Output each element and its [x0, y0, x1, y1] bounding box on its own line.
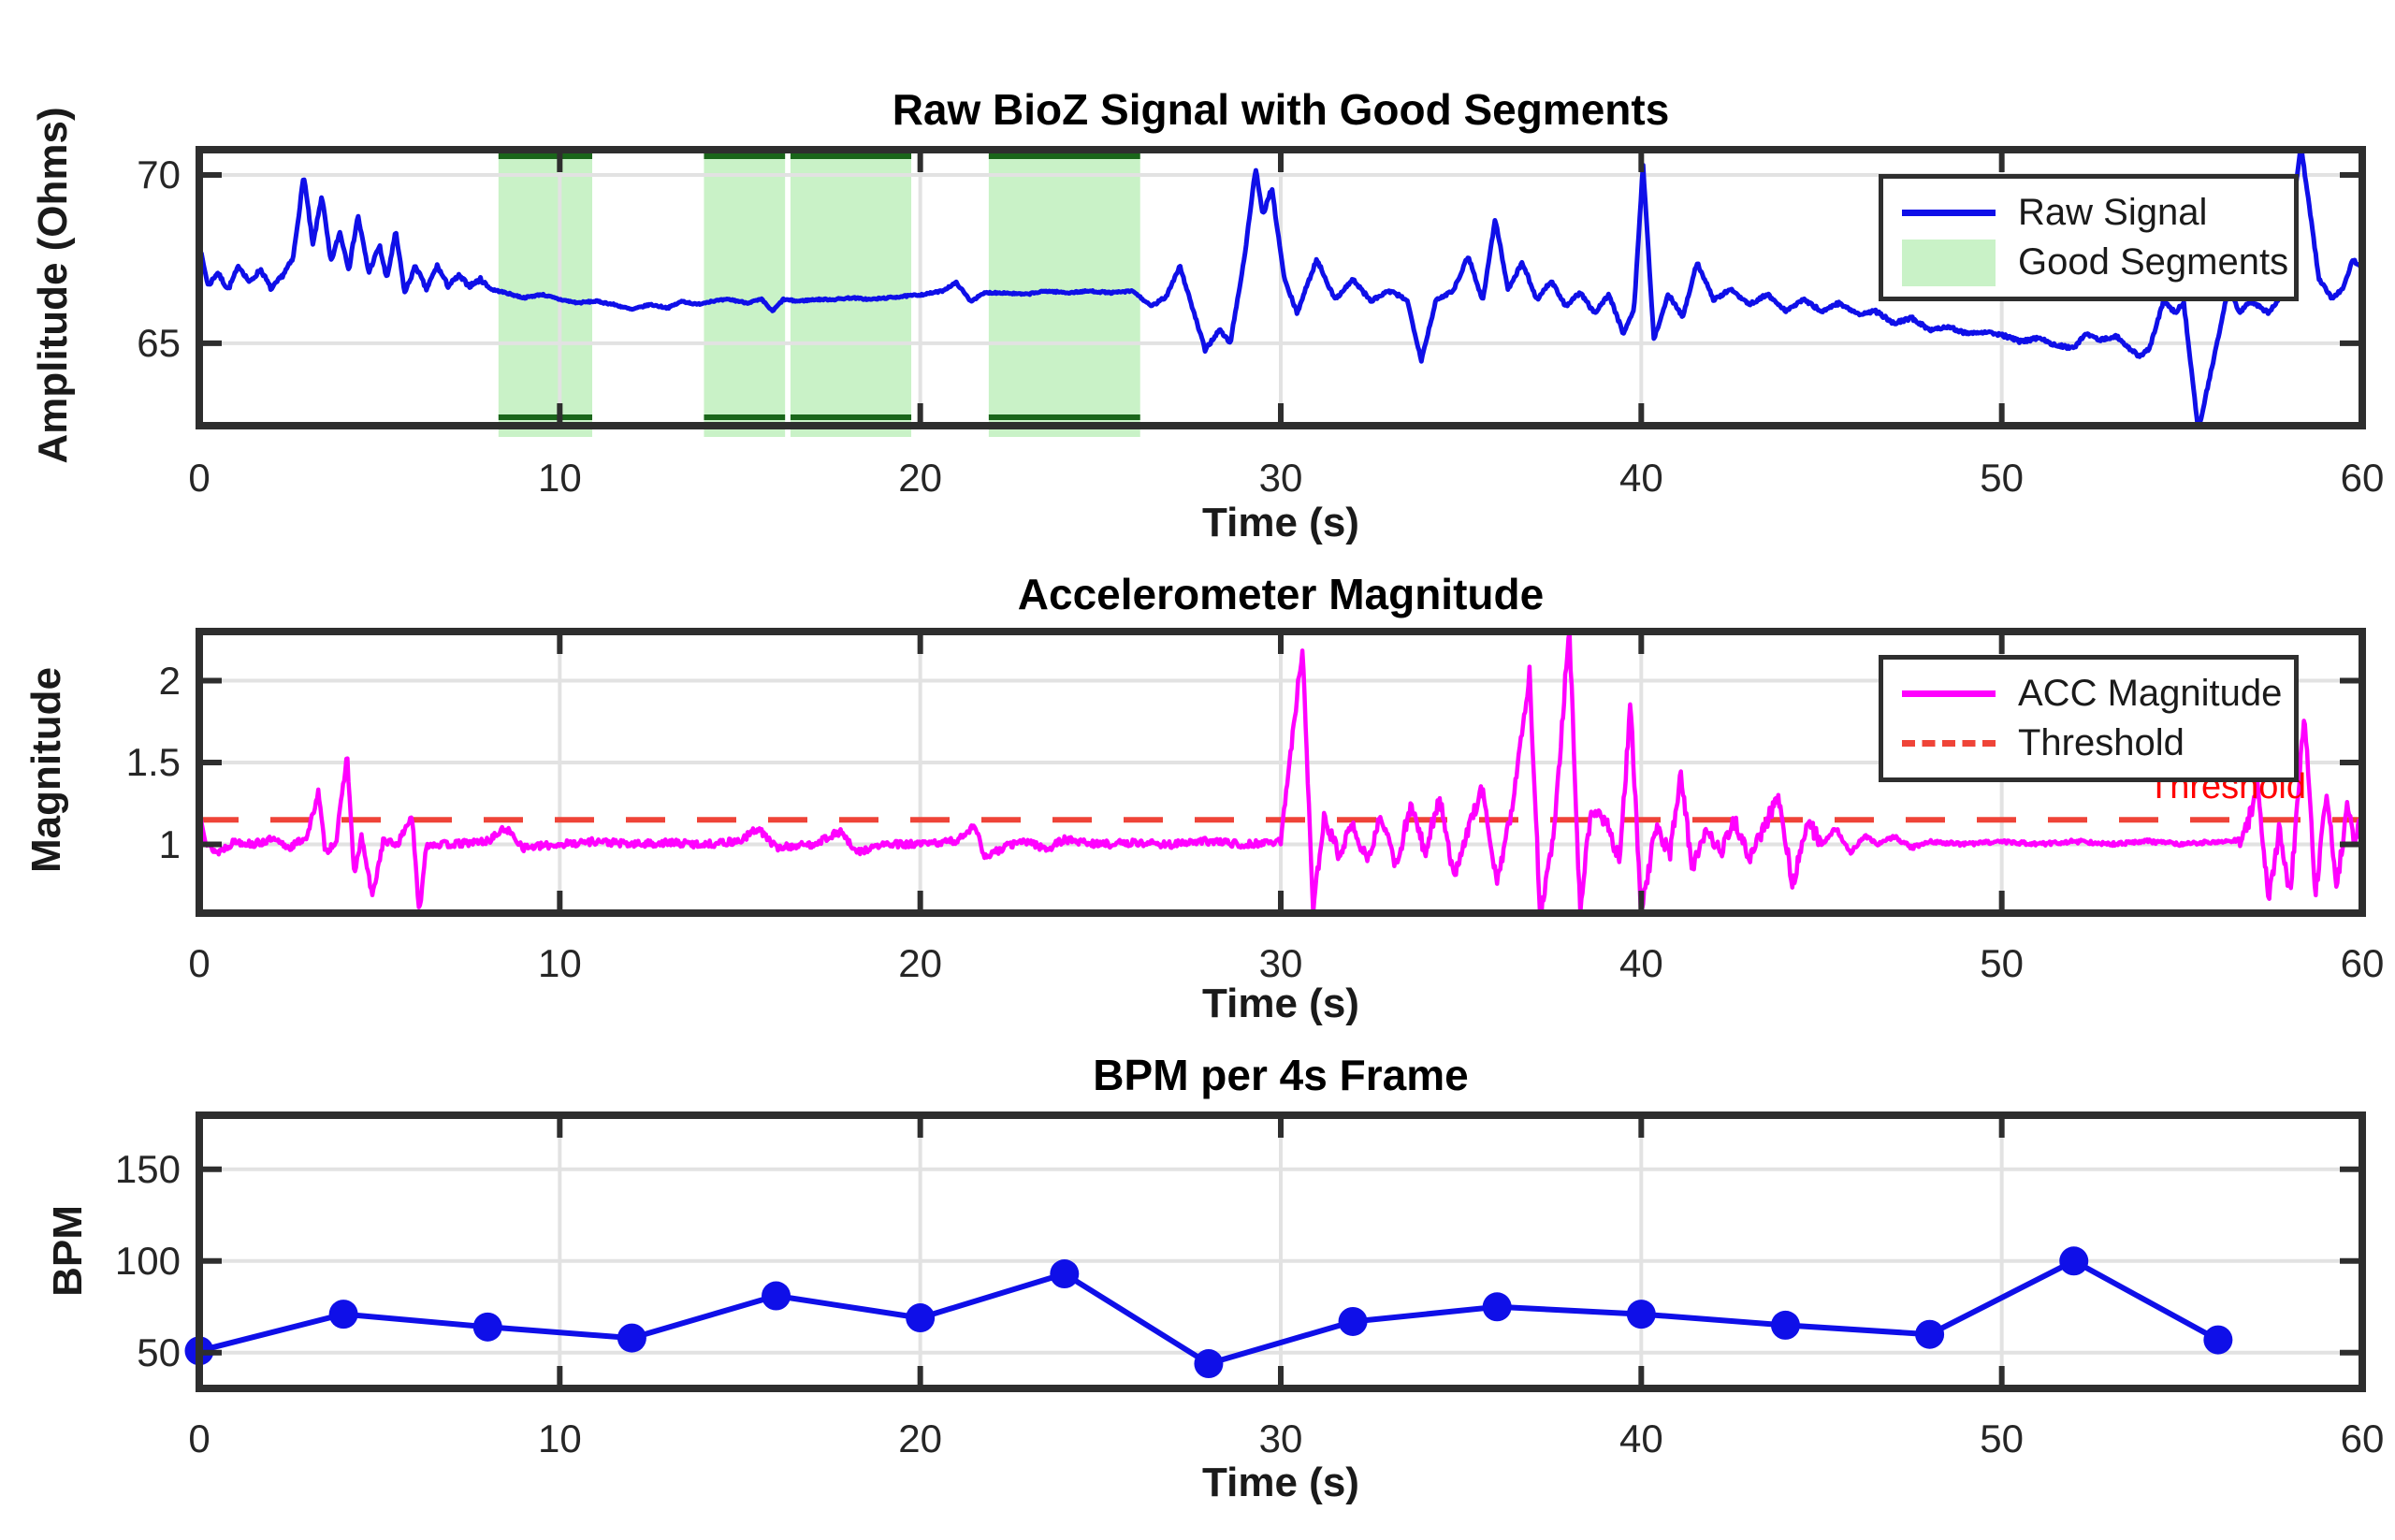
chart1-legend[interactable]: Raw Signal Good Segments	[1879, 174, 2299, 301]
legend-item-good-segments[interactable]: Good Segments	[1902, 238, 2294, 287]
chart2-legend[interactable]: ACC Magnitude Threshold	[1879, 655, 2299, 782]
bpm-data-point	[1194, 1349, 1224, 1379]
axes-box	[196, 1111, 2366, 1392]
bpm-data-point	[2059, 1246, 2089, 1276]
legend-label: Good Segments	[2018, 241, 2289, 283]
bpm-data-point	[1482, 1292, 1512, 1322]
raw-signal-line	[199, 150, 2362, 426]
legend-label: Threshold	[2018, 722, 2185, 763]
chart-3-plot	[184, 1111, 2366, 1392]
threshold-dash-swatch-icon	[1902, 740, 1996, 747]
bpm-data-point	[472, 1312, 502, 1342]
bpm-data-point	[906, 1303, 936, 1333]
bpm-data-point	[1626, 1300, 1656, 1329]
axes-box	[196, 628, 2366, 917]
raw-signal-line-swatch-icon	[1902, 210, 1996, 216]
legend-item-acc-magnitude[interactable]: ACC Magnitude	[1902, 669, 2294, 719]
axes-box	[196, 146, 2366, 429]
bpm-data-point	[1770, 1310, 1800, 1340]
acc-magnitude-line-swatch-icon	[1902, 690, 1996, 697]
bpm-data-point	[762, 1281, 791, 1311]
bpm-data-point	[1915, 1319, 1945, 1349]
legend-label: Raw Signal	[2018, 192, 2208, 233]
good-segment-band	[704, 153, 786, 437]
legend-item-threshold[interactable]: Threshold	[1902, 719, 2294, 768]
bpm-data-point	[1050, 1259, 1080, 1289]
bpm-data-point	[2203, 1325, 2233, 1355]
good-segments-patch-swatch-icon	[1902, 239, 1996, 286]
bpm-data-point	[328, 1300, 358, 1329]
legend-label: ACC Magnitude	[2018, 673, 2283, 714]
bpm-data-point	[1338, 1306, 1368, 1336]
bpm-data-point	[617, 1323, 646, 1353]
acc-magnitude-line	[199, 632, 2362, 913]
legend-item-raw-signal[interactable]: Raw Signal	[1902, 188, 2294, 238]
